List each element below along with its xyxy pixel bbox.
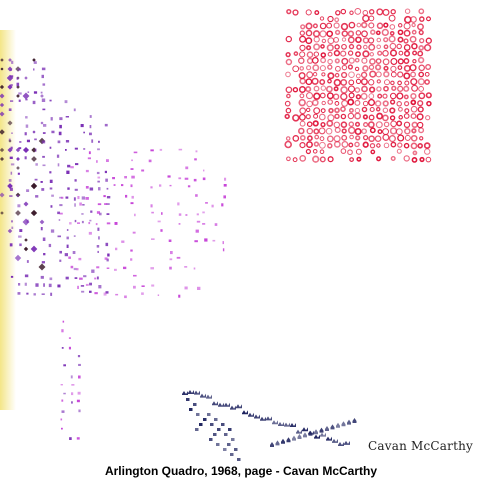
purple-dot-pattern bbox=[8, 60, 111, 296]
red-circle-block bbox=[284, 8, 432, 163]
magenta-dot-pattern bbox=[59, 148, 227, 299]
navy-mark-pattern bbox=[182, 389, 357, 461]
artist-signature: Cavan McCarthy bbox=[368, 439, 474, 453]
image-caption: Arlington Quadro, 1968, page - Cavan McC… bbox=[104, 464, 378, 478]
yellow-strip bbox=[0, 30, 16, 410]
artwork bbox=[0, 8, 432, 461]
violet-column-pattern bbox=[60, 320, 81, 440]
